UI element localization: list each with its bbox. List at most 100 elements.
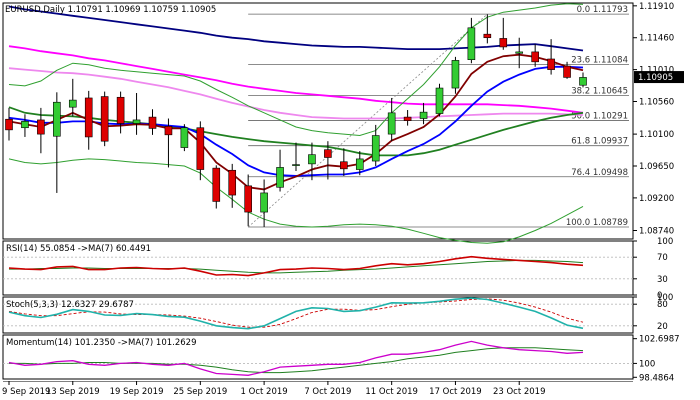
date-tick-label: 1 Oct 2019 (241, 387, 288, 397)
bullish-candle (579, 77, 587, 86)
bullish-candle (419, 111, 428, 119)
price-overlay-line (8, 45, 584, 114)
momentum-line (8, 340, 584, 376)
date-axis-line (3, 381, 633, 382)
momentum-tick-label: 102.6987 (639, 335, 680, 345)
bearish-candle (228, 169, 237, 196)
fibonacci-level-label: 50.0 1.10291 (571, 112, 628, 122)
bullish-candle (435, 87, 444, 114)
bearish-candle (84, 97, 93, 138)
bullish-candle (68, 99, 77, 108)
bullish-candle (467, 27, 476, 60)
main-pane-frame (2, 2, 634, 240)
last-price-box (634, 71, 684, 84)
rsi-line (8, 255, 584, 277)
rsi-tick-label: 100 (657, 237, 673, 247)
bullish-candle (260, 192, 268, 213)
bullish-candle (292, 164, 300, 166)
mom-pane-frame (2, 334, 634, 380)
bearish-candle (547, 58, 555, 70)
price-pane: 1.11910 1.11460 1.11010 1.10560 1.10100 1.096… (5, 2, 684, 244)
rsi-tick-label: 0 (657, 291, 662, 301)
price-tick-label: 1.08740 (639, 226, 674, 236)
rsi-tick-label: 70 (657, 253, 668, 263)
bearish-candle (483, 33, 492, 39)
price-tick-label: 1.11910 (639, 2, 674, 12)
chart-title: EURUSD,Daily 1.10791 1.10969 1.10759 1.1… (5, 5, 216, 15)
bearish-candle (403, 116, 412, 121)
date-tick-label: 7 Oct 2019 (304, 387, 351, 397)
stoch-tick-label: 100 (657, 293, 673, 303)
rsi-ma-line (9, 259, 584, 274)
rsi-pane: 100 70 30 0 RSI(14) 55.0854 ->MA(7) 60.4491 (3, 237, 673, 301)
fibonacci-level-label: 61.8 1.09937 (571, 137, 628, 147)
stoch-tick-label: 80 (657, 300, 668, 310)
price-overlay-line (8, 158, 584, 244)
bullish-candle (308, 154, 316, 165)
date-tick-label: 19 Sep 2019 (110, 387, 164, 397)
bullish-candle (276, 167, 284, 188)
bearish-candle (244, 185, 252, 213)
fibonacci-level-label: 100.0 1.08789 (566, 218, 628, 228)
bearish-candle (164, 126, 173, 136)
bullish-candle (387, 112, 396, 135)
momentum-pane: 102.6987 100 98.4864 Momentum(14) 101.2350 … (3, 335, 680, 383)
bullish-candle (515, 51, 524, 54)
price-overlay-line (8, 5, 584, 52)
fibonacci-level-label: 0.0 1.11793 (577, 5, 628, 15)
date-tick-label: 17 Oct 2019 (429, 387, 482, 397)
stoch-tick-label: 20 (657, 322, 668, 332)
date-tick-label: 13 Sep 2019 (46, 387, 100, 397)
price-overlay-line (8, 67, 584, 120)
price-tick-label: 1.11460 (639, 34, 674, 44)
bearish-candle (196, 127, 205, 170)
bearish-candle (212, 167, 221, 202)
bullish-candle (132, 119, 141, 124)
bearish-candle (5, 118, 13, 131)
rsi-pane-frame (2, 240, 634, 296)
price-tick-label: 1.09200 (639, 194, 674, 204)
date-tick-label: 25 Sep 2019 (173, 387, 227, 397)
rsi-tick-label: 30 (657, 275, 668, 285)
stoch-main-line (8, 297, 584, 330)
fibonacci-level-label: 23.6 1.11084 (571, 55, 628, 65)
bullish-candle (53, 101, 61, 137)
bearish-candle (148, 116, 157, 129)
bearish-candle (37, 119, 45, 135)
momentum-ma-line (9, 347, 584, 374)
fibonacci-level-label: 76.4 1.09498 (571, 168, 628, 178)
bullish-candle (371, 135, 380, 162)
bearish-candle (116, 96, 125, 124)
bullish-candle (21, 121, 29, 129)
date-tick-label: 23 Oct 2019 (493, 387, 546, 397)
bearish-candle (563, 65, 571, 78)
momentum-tick-label: 98.4864 (639, 373, 674, 383)
bearish-candle (324, 149, 332, 158)
bullish-candle (180, 127, 189, 148)
pane-frames (2, 2, 634, 382)
bullish-candle (355, 158, 364, 170)
bullish-candle (451, 60, 460, 89)
bearish-candle (499, 38, 508, 48)
price-tick-label: 1.09650 (639, 162, 674, 172)
fibonacci-level-label: 38.2 1.10645 (571, 86, 628, 96)
rsi-title: RSI(14) 55.0854 ->MA(7) 60.4491 (6, 244, 151, 254)
bearish-candle (531, 51, 539, 63)
price-tick-label: 1.10560 (639, 98, 674, 108)
price-tick-label: 1.11010 (639, 66, 674, 76)
bearish-candle (100, 96, 109, 142)
last-price-label: 1.10905 (638, 73, 673, 83)
date-tick-label: 9 Sep 2019 (2, 387, 50, 397)
date-tick-label: 11 Oct 2019 (365, 387, 418, 397)
price-tick-label: 1.10100 (639, 130, 674, 140)
stoch-title: Stoch(5,3,3) 12.6327 29.6787 (6, 300, 134, 310)
bearish-candle (340, 161, 348, 170)
stoch-pane-frame (2, 296, 634, 334)
momentum-title: Momentum(14) 101.2350 ->MA(7) 101.2629 (6, 338, 196, 348)
stoch-signal-line (8, 298, 584, 328)
momentum-tick-label: 100 (639, 359, 655, 369)
